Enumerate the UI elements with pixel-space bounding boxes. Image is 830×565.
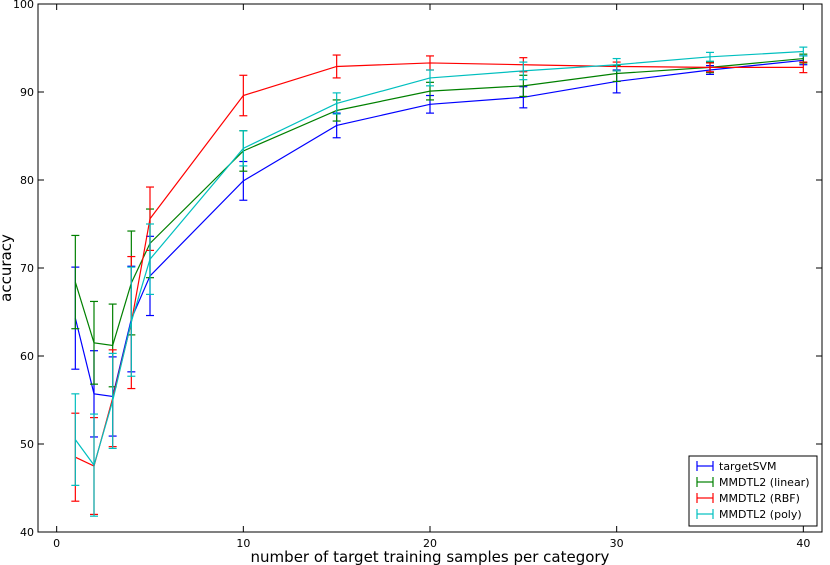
series-line (74, 50, 804, 467)
y-tick-label: 80 (20, 174, 34, 187)
legend-item: targetSVM (696, 460, 776, 473)
series-line (74, 59, 804, 398)
legend-label: MMDTL2 (RBF) (719, 492, 800, 505)
error-bar (146, 223, 154, 295)
y-tick-label: 70 (20, 262, 34, 275)
axis-ticks: 0 10 20 30 40 40 50 60 70 80 90 100 (13, 0, 822, 550)
error-bar (799, 61, 808, 74)
series-line (74, 57, 804, 347)
y-tick-label: 100 (13, 0, 34, 11)
series-3 (71, 46, 808, 517)
error-bar (108, 352, 117, 449)
error-bar (612, 57, 621, 72)
error-bar (426, 69, 434, 87)
error-bar (706, 62, 714, 73)
legend-label: MMDTL2 (poly) (719, 508, 802, 521)
error-bar (71, 393, 80, 486)
error-bar (90, 413, 98, 517)
x-axis-label: number of target training samples per ca… (251, 548, 610, 565)
chart-marks (71, 46, 808, 517)
error-bar (71, 234, 80, 330)
x-tick-label: 20 (423, 537, 437, 550)
x-tick-label: 0 (53, 537, 60, 550)
series-line (75, 62, 804, 467)
error-bar (799, 46, 808, 57)
error-bar (239, 130, 248, 167)
legend-label: MMDTL2 (linear) (719, 476, 810, 489)
x-tick-label: 40 (796, 537, 810, 550)
y-tick-label: 40 (20, 526, 34, 539)
error-bar (519, 61, 528, 81)
legend-label: targetSVM (719, 460, 776, 473)
y-tick-label: 50 (20, 438, 34, 451)
error-bar (127, 266, 136, 377)
series-0 (71, 55, 808, 438)
x-tick-label: 10 (236, 537, 250, 550)
error-bar (239, 74, 248, 117)
legend-item: MMDTL2 (poly) (696, 508, 802, 521)
y-tick-label: 60 (20, 350, 34, 363)
error-bar (332, 54, 341, 79)
y-axis-label: accuracy (0, 234, 15, 302)
legend-item: MMDTL2 (RBF) (696, 492, 800, 505)
y-tick-label: 90 (20, 86, 34, 99)
series-2 (71, 54, 808, 516)
error-bar (90, 300, 98, 385)
error-bar (332, 92, 341, 115)
x-tick-label: 30 (610, 537, 624, 550)
legend: targetSVM MMDTL2 (linear) MMDTL2 (RBF) MMDT… (688, 455, 818, 527)
legend-item: MMDTL2 (linear) (696, 476, 810, 489)
error-bar (706, 51, 714, 62)
